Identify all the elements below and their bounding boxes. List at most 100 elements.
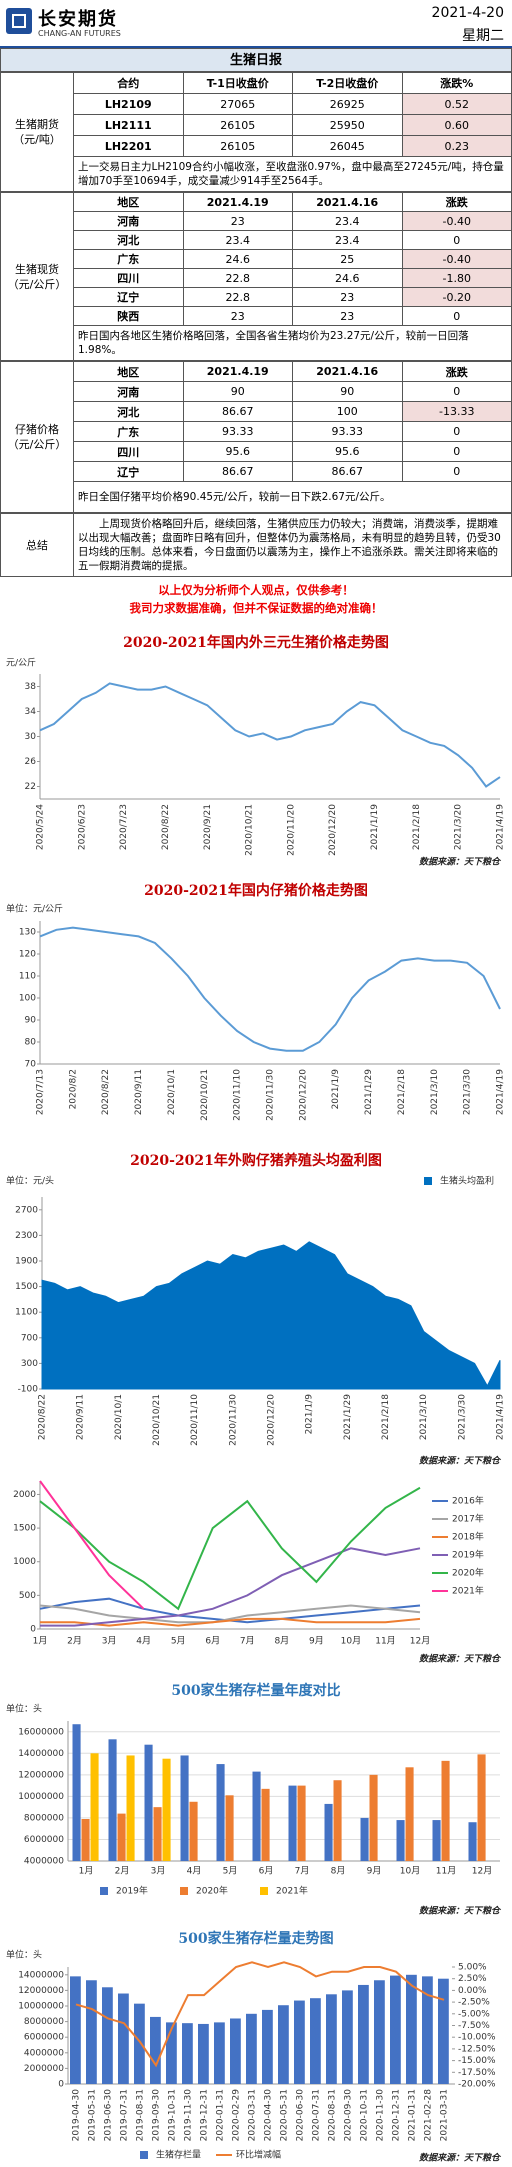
y-tick-label: 500 bbox=[19, 1591, 36, 1601]
x-tick-label: 2021/3/10 bbox=[419, 1394, 429, 1440]
y-tick-label: 6000000 bbox=[24, 1835, 64, 1845]
bar bbox=[72, 1724, 81, 1861]
y2-tick-label: -15.00% bbox=[458, 2056, 496, 2066]
table-cell: 四川 bbox=[73, 441, 184, 462]
bar bbox=[326, 1994, 337, 2084]
section-label: 生猪现货 （元/公斤） bbox=[0, 192, 74, 361]
x-tick-label: 2020/8/2 bbox=[68, 1069, 78, 1109]
table-cell: 23 bbox=[292, 287, 403, 307]
column-header: 地区 bbox=[73, 361, 184, 382]
bar bbox=[70, 1976, 81, 2084]
x-tick-label: 3月 bbox=[102, 1636, 117, 1647]
y-unit: 单位：头 bbox=[6, 1703, 42, 1715]
comment-row: 上一交易日主力LH2109合约小幅收涨，至收盘涨0.97%，盘中最高至27245… bbox=[1, 156, 512, 192]
bar bbox=[406, 1974, 417, 2084]
x-tick-label: 2021/3/10 bbox=[430, 1069, 440, 1115]
comment: 上一交易日主力LH2109合约小幅收涨，至收盘涨0.97%，盘中最高至27245… bbox=[73, 156, 512, 192]
table-cell: 四川 bbox=[73, 268, 184, 288]
column-header: 地区 bbox=[73, 192, 184, 212]
y-tick-label: 0 bbox=[58, 2080, 64, 2090]
bar bbox=[333, 1780, 342, 1861]
y-tick-label: 700 bbox=[21, 1333, 38, 1343]
y-tick-label: 12000000 bbox=[18, 1986, 64, 1996]
table-row: 广东 93.33 93.33 0 bbox=[1, 421, 512, 442]
x-tick-label: 2019-10-31 bbox=[168, 2089, 178, 2141]
bar bbox=[214, 2022, 225, 2084]
bar bbox=[294, 2000, 305, 2084]
x-tick-label: 2021/1/9 bbox=[331, 1069, 341, 1110]
y-unit: 单位：元/公斤 bbox=[6, 903, 63, 915]
y-tick-label: 10000000 bbox=[18, 1792, 64, 1802]
legend-label: 2017年 bbox=[452, 1513, 484, 1525]
y-tick-label: 8000000 bbox=[24, 2017, 64, 2027]
bar bbox=[134, 2003, 145, 2084]
bar bbox=[358, 1984, 369, 2084]
bar bbox=[432, 1820, 441, 1861]
table-cell: 100 bbox=[292, 401, 403, 422]
y-tick-label: 80 bbox=[25, 1038, 37, 1048]
y2-tick-label: -5.00% bbox=[458, 2009, 490, 2019]
table-cell: 26105 bbox=[182, 135, 293, 157]
table-cell: 陕西 bbox=[73, 306, 184, 326]
column-header: 涨跌% bbox=[401, 72, 512, 94]
y2-tick-label: -7.50% bbox=[458, 2021, 490, 2031]
x-tick-label: 2020/10/21 bbox=[152, 1394, 162, 1446]
x-tick-label: 2020/9/21 bbox=[203, 804, 213, 850]
y-tick-label: 38 bbox=[25, 682, 37, 692]
chart-title: 2020-2021年外购仔猪养殖头均盈利图 bbox=[130, 1152, 382, 1169]
y-tick-label: 2000000 bbox=[24, 2064, 64, 2074]
x-tick-label: 11月 bbox=[375, 1636, 395, 1647]
column-header: 2021.4.19 bbox=[182, 192, 293, 212]
x-tick-label: 2020/9/11 bbox=[134, 1069, 144, 1115]
x-tick-label: 2020-12-31 bbox=[392, 2089, 402, 2141]
column-header: 2021.4.19 bbox=[182, 361, 293, 382]
x-tick-label: 2020/10/21 bbox=[245, 804, 255, 856]
x-tick-label: 2021/4/19 bbox=[496, 804, 506, 850]
y-tick-label: 30 bbox=[25, 732, 37, 742]
comment-row: 昨日全国仔猪平均价格90.45元/公斤，较前一日下跌2.67元/公斤。 bbox=[1, 481, 512, 513]
comment-row: 昨日国内各地区生猪价格略回落，全国各省生猪均价为23.27元/公斤，较前一日回落… bbox=[1, 325, 512, 361]
x-tick-label: 2021/3/30 bbox=[457, 1394, 467, 1440]
bar bbox=[118, 1993, 129, 2084]
table-cell: 0.52 bbox=[401, 93, 512, 115]
y-tick-label: 2000 bbox=[13, 1490, 36, 1500]
y-tick-label: 1500 bbox=[15, 1282, 38, 1292]
table-cell: LH2201 bbox=[73, 135, 184, 157]
table-cell: 95.6 bbox=[182, 441, 293, 462]
section-label-line: （元/公斤） bbox=[7, 438, 67, 451]
x-tick-label: 2020-10-31 bbox=[360, 2089, 370, 2141]
x-tick-label: 2020/8/22 bbox=[161, 804, 171, 850]
y-tick-label: 4000000 bbox=[24, 2048, 64, 2058]
table-row: 河南 90 90 0 bbox=[1, 381, 512, 402]
table-cell: 23.4 bbox=[292, 230, 403, 250]
table-cell: 95.6 bbox=[292, 441, 403, 462]
x-tick-label: 2020/12/20 bbox=[298, 1069, 308, 1121]
legend-label: 2021年 bbox=[276, 1885, 308, 1897]
table-cell: LH2109 bbox=[73, 93, 184, 115]
legend-swatch bbox=[140, 2151, 148, 2159]
x-tick-label: 2019-08-31 bbox=[136, 2089, 146, 2141]
table-cell: 辽宁 bbox=[73, 461, 184, 482]
y2-tick-label: -10.00% bbox=[458, 2033, 496, 2043]
y-tick-label: 34 bbox=[25, 707, 37, 717]
y2-tick-label: -17.50% bbox=[458, 2068, 496, 2078]
bar bbox=[324, 1803, 333, 1861]
bar bbox=[246, 2013, 257, 2084]
line bbox=[39, 1480, 145, 1610]
company: 长安期货 bbox=[38, 9, 118, 30]
table-cell: -0.20 bbox=[401, 287, 512, 307]
tables: 生猪期货 （元/吨） 合约 T-1日收盘价 T-2日收盘价 涨跌% LH2109 27065 2… bbox=[0, 72, 512, 577]
x-tick-label: 2020-04-30 bbox=[264, 2089, 274, 2142]
x-tick-label: 12月 bbox=[410, 1636, 430, 1647]
line bbox=[40, 1617, 421, 1627]
column-header: T-1日收盘价 bbox=[182, 72, 293, 94]
table-row: 广东 24.6 25 -0.40 bbox=[1, 249, 512, 269]
bar bbox=[216, 1764, 225, 1861]
table-cell: 0 bbox=[401, 421, 512, 442]
y-tick-label: 14000000 bbox=[18, 1749, 64, 1759]
summary-label: 总结 bbox=[0, 513, 74, 577]
x-tick-label: 12月 bbox=[472, 1866, 492, 1877]
